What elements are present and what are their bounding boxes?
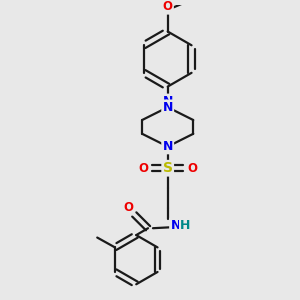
Text: S: S: [163, 161, 173, 175]
Text: N: N: [163, 95, 173, 108]
Text: O: O: [138, 162, 148, 175]
Text: H: H: [180, 219, 190, 232]
Text: N: N: [163, 140, 173, 153]
Text: N: N: [163, 101, 173, 114]
Text: N: N: [170, 219, 181, 232]
Text: O: O: [123, 201, 134, 214]
Text: O: O: [187, 162, 197, 175]
Text: O: O: [163, 0, 173, 14]
